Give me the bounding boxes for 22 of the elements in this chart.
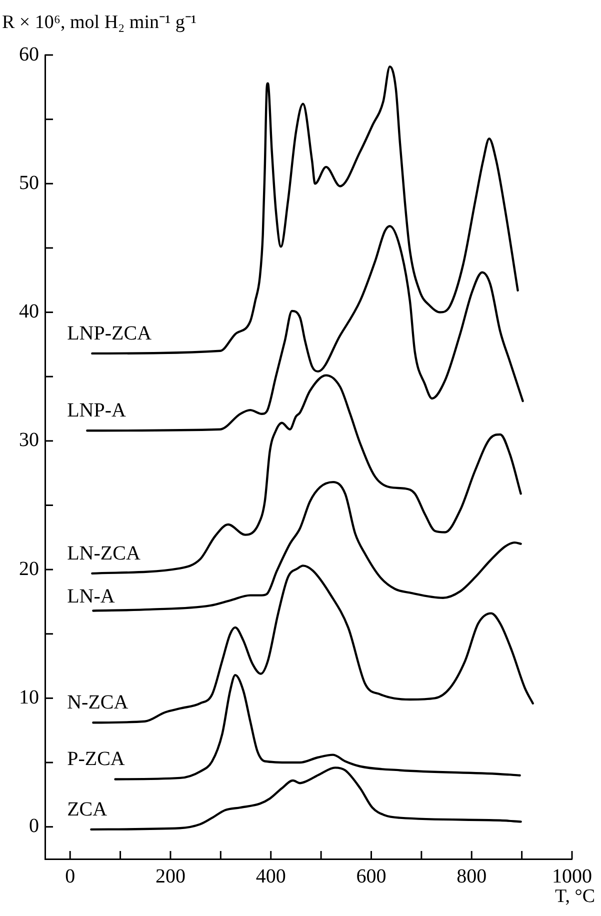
series-label: LN-ZCA [67,542,141,564]
series-label: ZCA [67,798,108,820]
series-label: P-ZCA [67,748,126,770]
x-tick-label: 1000 [552,865,592,888]
series-label: LNP-A [67,400,127,422]
y-axis-title: R × 10⁶, mol H₂ min⁻¹ g⁻¹ [2,11,197,34]
x-tick-label: 0 [65,865,76,888]
series-label: LNP-ZCA [67,322,152,344]
y-tick-label: 30 [19,429,39,452]
y-tick-label: 0 [29,815,39,838]
x-tick-label: 600 [356,865,386,888]
y-tick-label: 60 [19,43,39,66]
y-tick-label: 50 [19,172,39,194]
y-tick-label: 10 [19,686,39,708]
x-tick-label: 800 [456,865,487,888]
x-tick-label: 200 [155,865,186,888]
y-tick-label: 20 [19,558,39,580]
series-label: LN-A [67,586,116,608]
y-tick-label: 40 [19,300,39,323]
series-label: N-ZCA [67,692,129,714]
x-tick-label: 400 [256,865,286,888]
x-axis-title: T, °C [555,886,595,908]
